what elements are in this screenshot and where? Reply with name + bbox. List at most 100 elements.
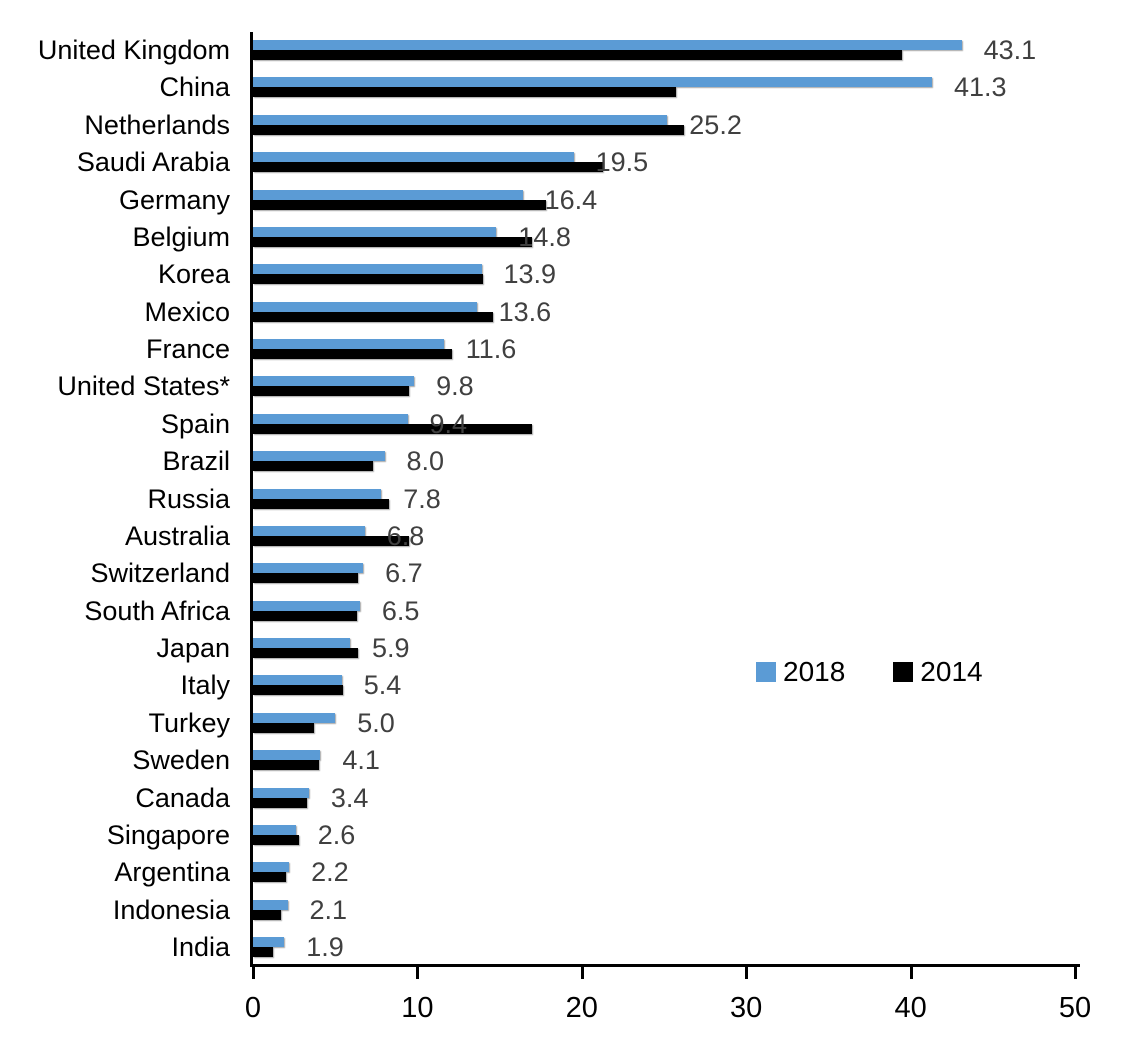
category-label: India: [171, 932, 230, 962]
category-label: Switzerland: [90, 558, 230, 589]
bar-2018: [253, 77, 932, 88]
bar-2018: [253, 376, 415, 387]
value-label: 6.7: [385, 558, 423, 589]
value-label: 13.6: [498, 296, 552, 327]
value-label: 4.1: [342, 745, 380, 776]
legend-label-2014: 2014: [920, 656, 983, 687]
category-label: Brazil: [162, 446, 230, 477]
value-label: 1.9: [306, 932, 344, 962]
bar-2014: [253, 498, 390, 509]
bar-2014: [253, 722, 314, 733]
category-label: Singapore: [106, 819, 230, 850]
bar-2014: [253, 87, 676, 98]
bar-2014: [253, 461, 373, 472]
category-label: Spain: [160, 408, 230, 439]
category-label: Germany: [118, 184, 230, 215]
category-label: France: [145, 334, 230, 364]
value-label: 41.3: [953, 72, 1007, 103]
value-label: 19.5: [595, 147, 649, 178]
bar-2014: [253, 274, 484, 285]
x-tick-mark: [580, 966, 584, 979]
value-label: 5.9: [371, 633, 410, 663]
value-label: 16.4: [544, 184, 598, 215]
category-label: Canada: [135, 782, 230, 813]
bar-2014: [253, 311, 494, 322]
value-label: 3.4: [330, 782, 369, 813]
bar-2018: [253, 862, 290, 873]
value-label: 13.9: [503, 259, 557, 290]
value-label: 9.4: [429, 408, 468, 439]
bar-2018: [253, 712, 336, 723]
bar-2018: [253, 787, 309, 798]
x-axis-line: [250, 964, 1080, 967]
legend-item-2018: 2018: [756, 658, 845, 686]
y-axis-line: [250, 32, 253, 967]
category-label: Saudi Arabia: [76, 147, 230, 178]
x-tick-label: 40: [894, 992, 927, 1024]
bar-2018: [253, 899, 288, 910]
bar-2018: [253, 563, 364, 574]
value-label: 8.0: [406, 446, 445, 477]
bar-2018: [253, 301, 477, 312]
category-label: Belgium: [132, 221, 230, 252]
bar-2018: [253, 600, 360, 611]
value-label: 43.1: [983, 35, 1037, 65]
value-label: 11.6: [465, 334, 517, 364]
bar-2014: [253, 386, 410, 397]
category-label: Australia: [124, 520, 230, 551]
bar-2018: [253, 675, 342, 686]
bar-2018: [253, 638, 350, 648]
x-tick-mark: [909, 966, 913, 979]
category-label: Mexico: [144, 296, 230, 327]
category-label: Sweden: [132, 745, 230, 776]
legend-label-2018: 2018: [783, 656, 846, 687]
bar-2018: [253, 40, 962, 50]
legend-swatch-2018: [756, 662, 776, 682]
value-label: 9.8: [436, 371, 474, 402]
bar-2014: [253, 834, 300, 845]
bar-2018: [253, 937, 285, 947]
bar-2014: [253, 648, 359, 658]
bar-2014: [253, 872, 286, 883]
bar-2014: [253, 423, 533, 434]
bar-2014: [253, 349, 452, 359]
category-label: Turkey: [148, 707, 230, 738]
bar-2018: [253, 226, 497, 237]
x-tick-mark: [416, 966, 420, 979]
bar-2014: [253, 610, 357, 621]
value-label: 25.2: [689, 109, 742, 140]
x-tick-mark: [745, 966, 749, 979]
bar-2014: [253, 797, 308, 808]
x-tick-mark: [1074, 966, 1077, 979]
category-label: South Africa: [84, 595, 230, 626]
category-label: Netherlands: [84, 109, 230, 140]
bar-2018: [253, 824, 296, 835]
category-label: China: [159, 72, 230, 103]
category-label: United Kingdom: [37, 35, 230, 65]
bar-2018: [253, 525, 365, 536]
bar-2014: [253, 573, 359, 584]
value-label: 14.8: [518, 221, 571, 252]
x-tick-label: 0: [244, 992, 262, 1024]
category-label: Japan: [156, 633, 230, 663]
value-label: 7.8: [403, 483, 441, 514]
legend-item-2014: 2014: [893, 656, 983, 687]
bar-2014: [253, 947, 273, 957]
x-tick-label: 20: [565, 992, 598, 1024]
value-label: 6.5: [381, 595, 420, 626]
bar-2018: [253, 189, 523, 200]
x-tick-label: 30: [730, 992, 763, 1024]
bar-2014: [253, 199, 546, 210]
value-label: 5.4: [363, 670, 402, 701]
bar-2018: [253, 152, 574, 163]
bar-2014: [253, 124, 684, 135]
category-label: Italy: [180, 670, 230, 701]
bar-2014: [253, 685, 344, 696]
value-label: 6.8: [386, 520, 425, 551]
value-label: 2.2: [311, 857, 349, 888]
bar-2014: [253, 236, 533, 247]
legend: 2018 2014: [756, 655, 983, 689]
category-label: Indonesia: [112, 894, 230, 925]
bar-2018: [253, 488, 382, 499]
